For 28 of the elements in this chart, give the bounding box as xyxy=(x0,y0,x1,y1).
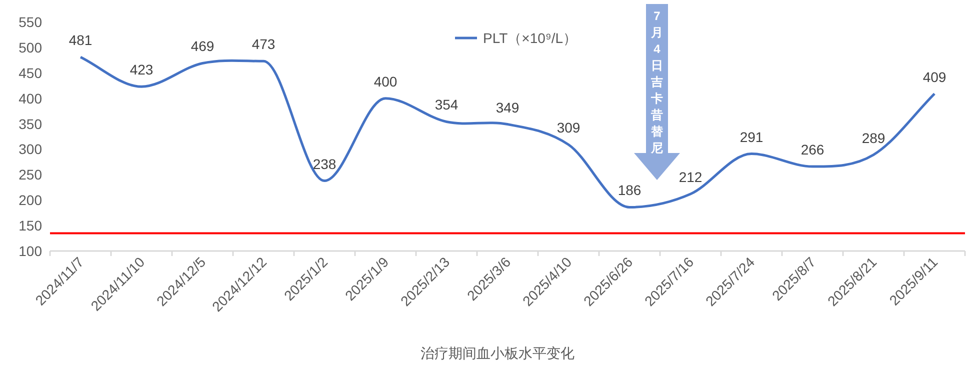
data-label: 291 xyxy=(740,128,764,145)
legend-label: PLT（×10⁹/L） xyxy=(483,30,578,46)
data-label: 309 xyxy=(556,120,580,136)
y-tick-label: 100 xyxy=(18,243,42,259)
data-label: 186 xyxy=(618,182,642,198)
data-label: 469 xyxy=(190,38,214,54)
data-label: 400 xyxy=(374,73,398,90)
data-label: 473 xyxy=(252,36,276,52)
y-tick-label: 200 xyxy=(18,192,42,208)
y-tick-label: 500 xyxy=(18,39,42,56)
y-tick-label: 400 xyxy=(18,90,42,106)
data-label: 266 xyxy=(800,142,824,158)
y-tick-label: 350 xyxy=(18,116,42,132)
y-tick-label: 550 xyxy=(18,14,42,30)
data-label: 349 xyxy=(496,99,520,116)
y-tick-label: 300 xyxy=(18,141,42,158)
data-label: 481 xyxy=(68,32,92,48)
x-axis-title: 治疗期间血小板水平变化 xyxy=(420,345,574,361)
y-tick-label: 450 xyxy=(18,64,42,81)
data-label: 289 xyxy=(862,130,886,146)
y-tick-label: 250 xyxy=(18,166,42,183)
data-label: 409 xyxy=(922,68,946,85)
data-label: 212 xyxy=(678,169,702,186)
data-label: 354 xyxy=(434,96,458,113)
data-label: 423 xyxy=(130,62,154,78)
y-tick-label: 150 xyxy=(18,218,42,234)
data-label: 238 xyxy=(312,156,336,172)
arrow: 7月4日吉卡昔替尼 xyxy=(634,4,680,180)
